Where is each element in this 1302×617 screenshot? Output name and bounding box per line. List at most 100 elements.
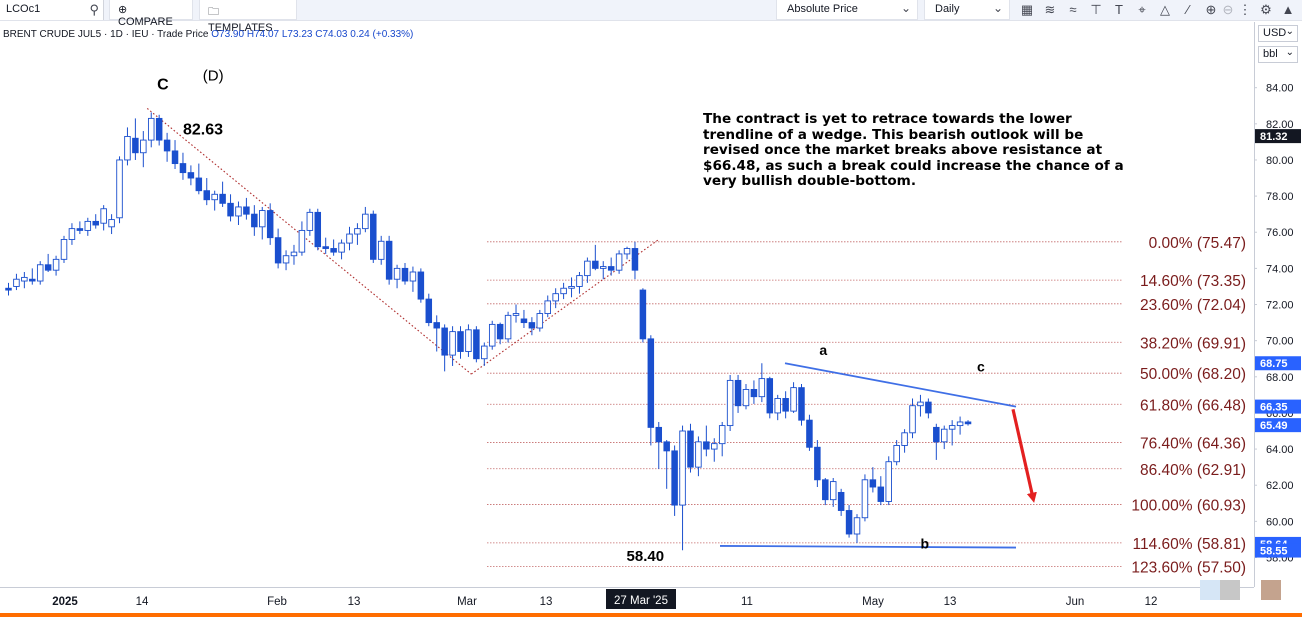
horizontal-line-icon[interactable]: ⊤ [1090,2,1102,17]
candle [512,304,520,323]
price-label-box [1255,418,1301,433]
settings-gear-icon[interactable]: ⚙ [1260,2,1272,17]
unit-select[interactable]: bbl ⌄ [1258,46,1298,63]
candle-body [330,248,337,253]
candle-body [60,239,68,260]
candle [116,156,123,224]
candle-body [940,428,948,443]
fib-level-label: 100.00% (60.93) [1131,498,1246,515]
candle-body [124,136,131,161]
unit-value: bbl [1263,48,1278,60]
candle-body [377,240,385,260]
currency-select[interactable]: USD ⌄ [1258,25,1298,42]
candle-body [893,445,900,463]
brand-logo-icon: ▲ [1281,2,1295,17]
text-tool-icon[interactable]: T [1115,2,1123,17]
search-icon[interactable]: ⚲ [89,2,99,17]
candle-body [132,137,139,154]
zoom-in-icon[interactable]: ⊕ [1205,2,1217,17]
candle-body [5,287,12,291]
candle-body [306,211,314,231]
candle-body [671,450,678,506]
price-label-box [1255,543,1301,558]
candle [615,250,623,274]
time-tick-label: May [862,596,884,608]
legend-interval: 1D [110,29,123,40]
measure-icon[interactable]: ∕ [1186,2,1190,17]
legend-exchange: IEU [131,29,149,40]
color-swatch-brown[interactable] [1261,580,1281,600]
candle [734,374,742,413]
candle [393,264,401,289]
candle [703,425,710,457]
candle-body [433,322,440,329]
candle-body [711,443,718,450]
candle-body [282,255,290,264]
price-scale[interactable] [1254,22,1302,587]
candle-body [600,266,607,269]
candle [52,255,60,276]
price-label-text: 68.75 [1260,358,1288,370]
candle-body [92,220,99,226]
candle-body [322,246,329,249]
candle [68,223,76,245]
candle [964,420,972,426]
more-options-icon[interactable]: ⋮ [1238,2,1252,17]
time-tick-label: 13 [348,596,361,608]
candles-icon[interactable]: ▦ [1020,2,1034,17]
fib-level-label: 14.60% (73.35) [1140,273,1246,290]
indicators-icon[interactable]: ≋ [1044,2,1056,17]
candle-body [488,323,496,347]
candle-body [512,313,520,316]
price-type-select[interactable]: Absolute Price ⌄ [776,0,918,20]
symbol-search-input[interactable]: LCOc1 ⚲ [0,0,104,20]
candle [322,237,329,254]
color-swatch-light[interactable] [1200,580,1220,600]
candle [338,239,345,260]
candle [203,178,210,206]
candle [877,476,885,506]
candle [243,197,250,220]
candle [282,250,290,271]
candle-body [314,211,322,248]
candle-body [211,193,218,201]
candle-body [806,419,813,448]
candle-body [108,219,115,228]
price-chart[interactable]: 0.00% (75.47) 14.60% (73.35) 23.60% (72.04… [0,0,1254,587]
crosshair-icon[interactable]: ⌖ [1138,2,1146,17]
shape-tool-icon[interactable]: △ [1160,2,1170,17]
price-tick-label: 82.00 [1266,119,1294,131]
price-tick-label: 78.00 [1266,191,1294,203]
interval-select[interactable]: Daily ⌄ [924,0,1010,20]
wave-icon[interactable]: ≈ [1069,2,1077,17]
legend-low: L73.23 [281,29,313,40]
templates-label: TEMPLATES [208,22,273,34]
candle [647,335,655,446]
candle-body [441,327,448,356]
candle-body [766,378,774,414]
candle-body [76,228,84,231]
candle [187,165,195,186]
zoom-out-icon[interactable]: ⊖ [1222,2,1234,17]
bottom-accent-bar [0,613,1302,617]
candle-body [790,387,797,412]
price-tick-label: 70.00 [1266,336,1294,348]
candle-body [877,486,885,502]
chevron-down-icon: ⌄ [1285,26,1294,37]
candle-body [837,491,845,511]
time-tick-label: 2025 [52,596,78,608]
candle [639,288,647,343]
candle [92,214,99,229]
candle-body [798,387,805,421]
templates-button[interactable]: 🗀 TEMPLATES [199,0,297,34]
candle [314,208,322,251]
candle [814,440,821,488]
candle-body [52,258,60,271]
price-label-text: 65.49 [1260,420,1288,432]
candle [84,217,92,236]
candle [259,206,266,240]
compare-button[interactable]: ⊕COMPARE [109,0,193,28]
candle [568,277,575,298]
candle-body [917,401,924,407]
color-swatch-grey[interactable] [1220,580,1240,600]
